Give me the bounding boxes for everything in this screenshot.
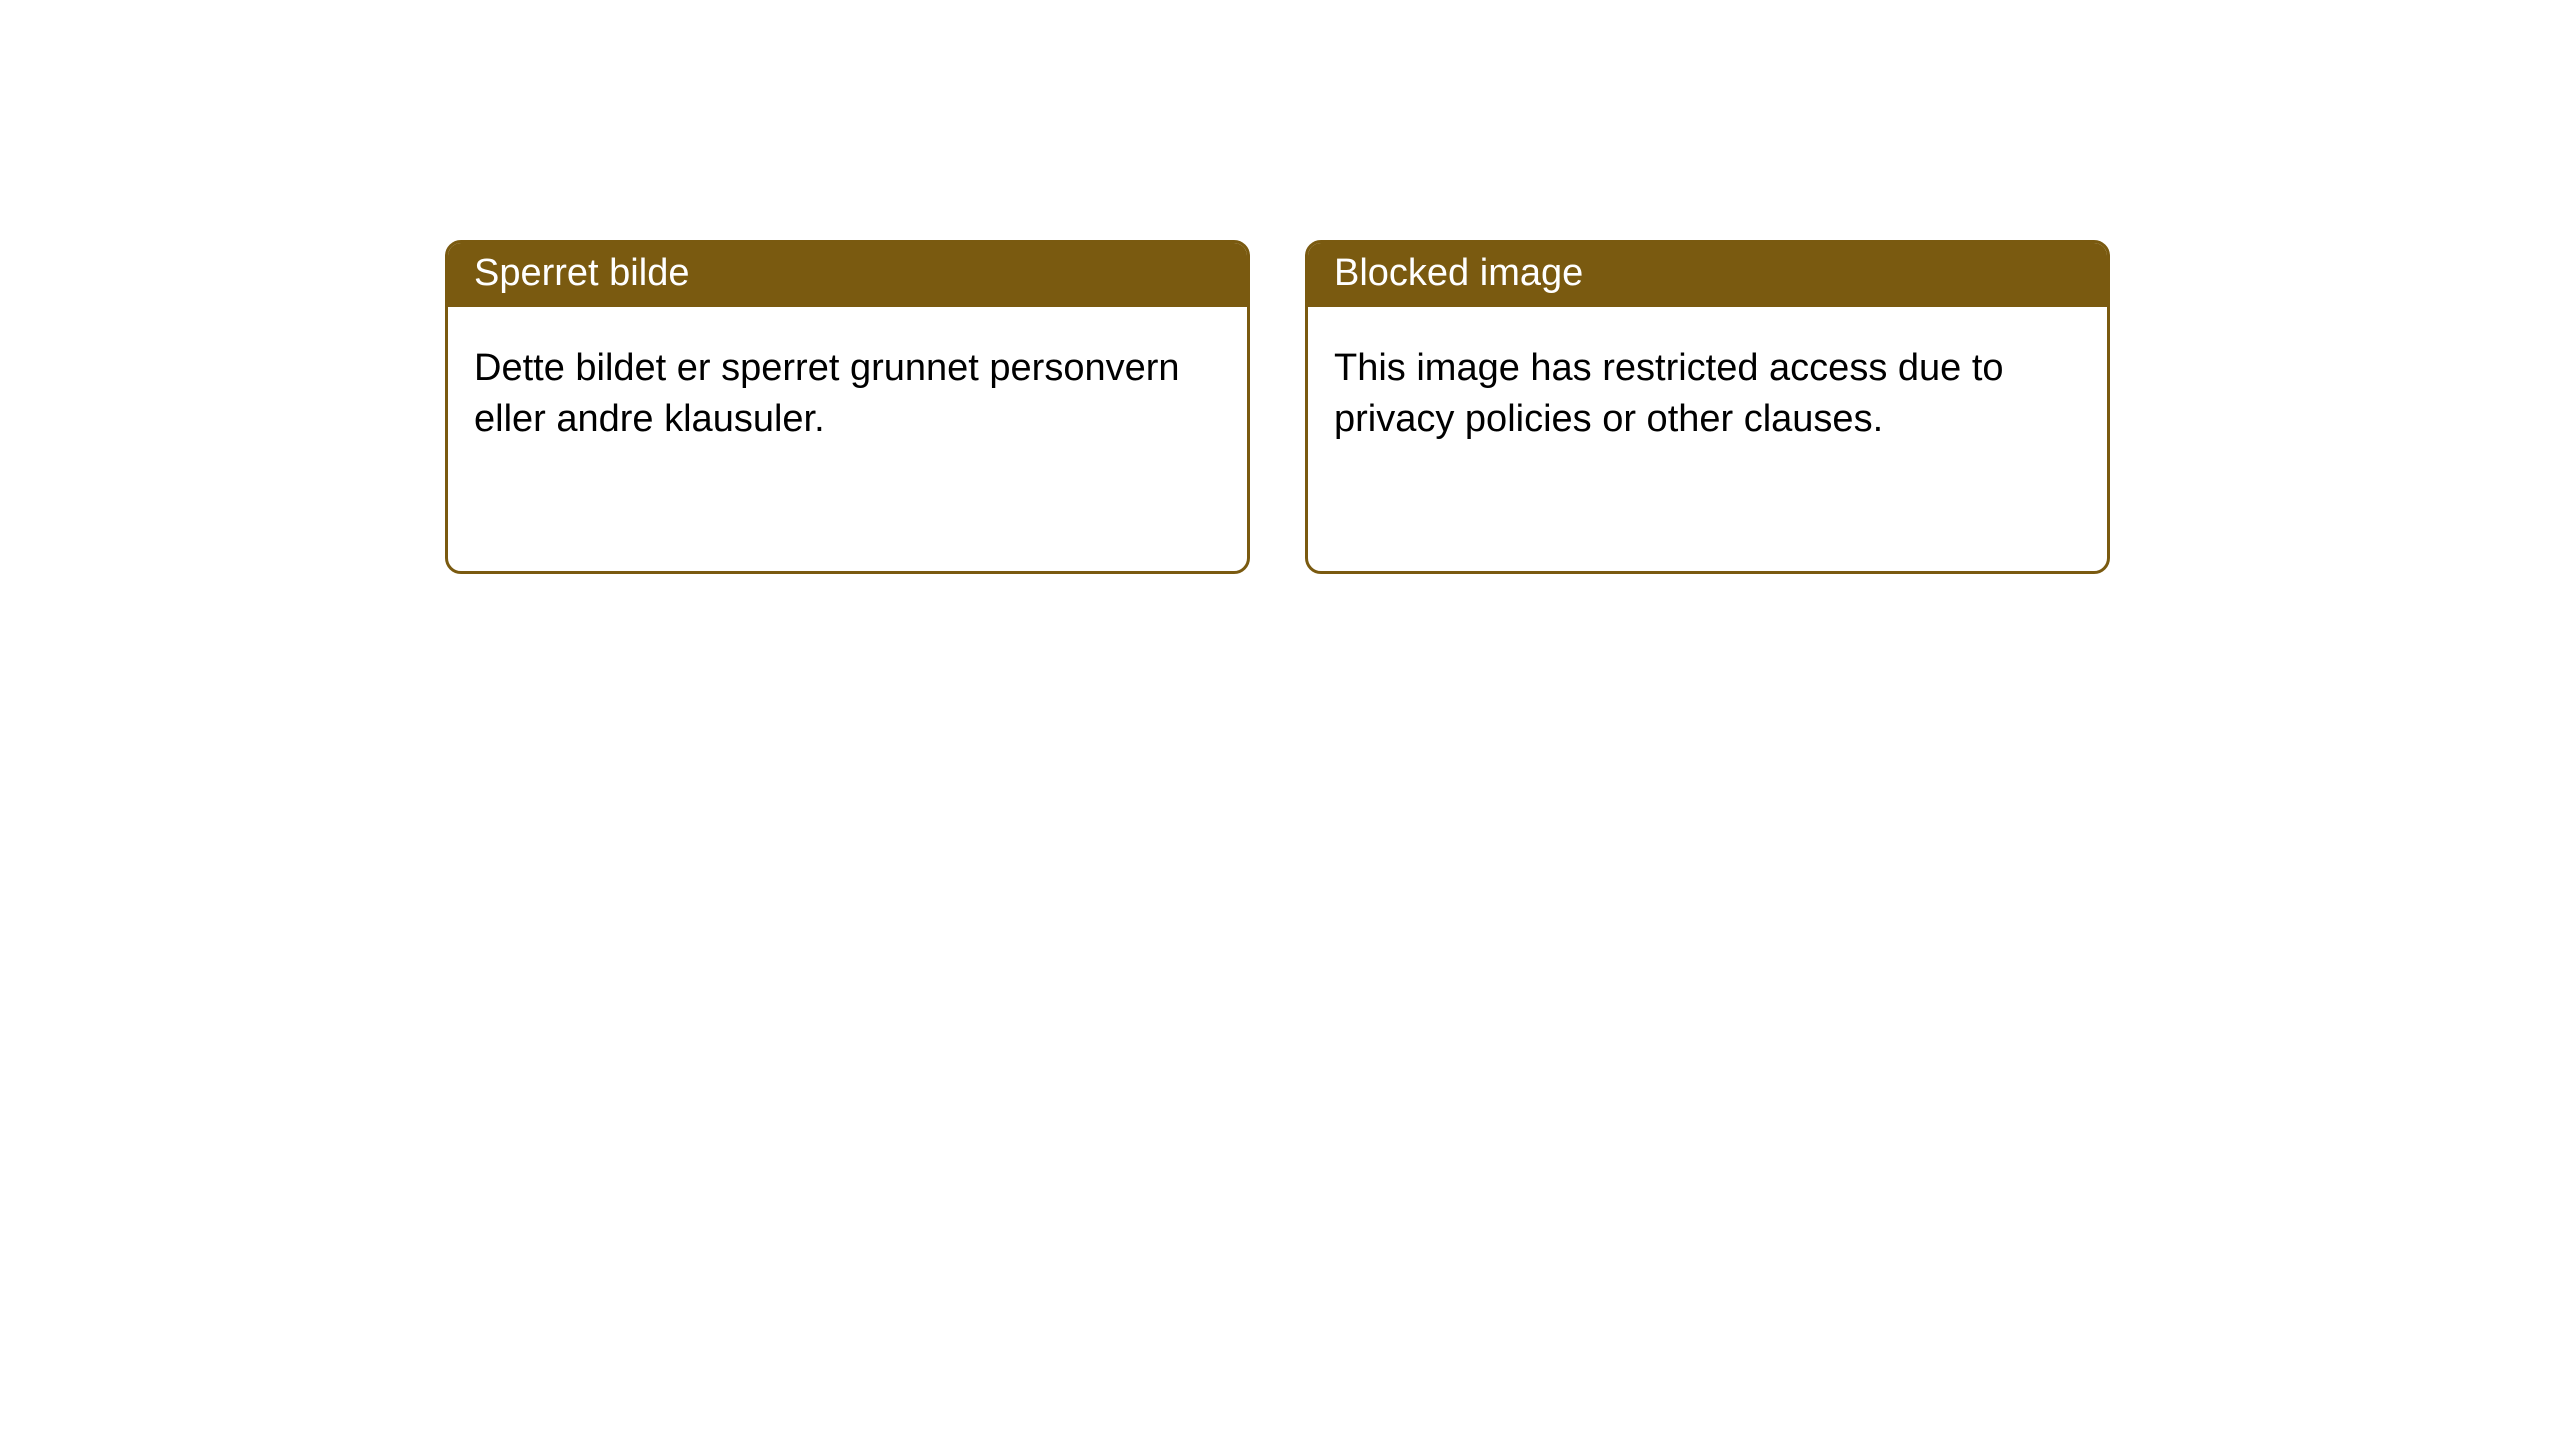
blocked-card-norwegian: Sperret bilde Dette bildet er sperret gr… [445, 240, 1250, 574]
blocked-image-notice-container: Sperret bilde Dette bildet er sperret gr… [0, 0, 2560, 574]
blocked-card-body-no: Dette bildet er sperret grunnet personve… [448, 307, 1247, 482]
blocked-card-body-en: This image has restricted access due to … [1308, 307, 2107, 482]
blocked-card-title-no: Sperret bilde [448, 243, 1247, 307]
blocked-card-title-en: Blocked image [1308, 243, 2107, 307]
blocked-card-english: Blocked image This image has restricted … [1305, 240, 2110, 574]
